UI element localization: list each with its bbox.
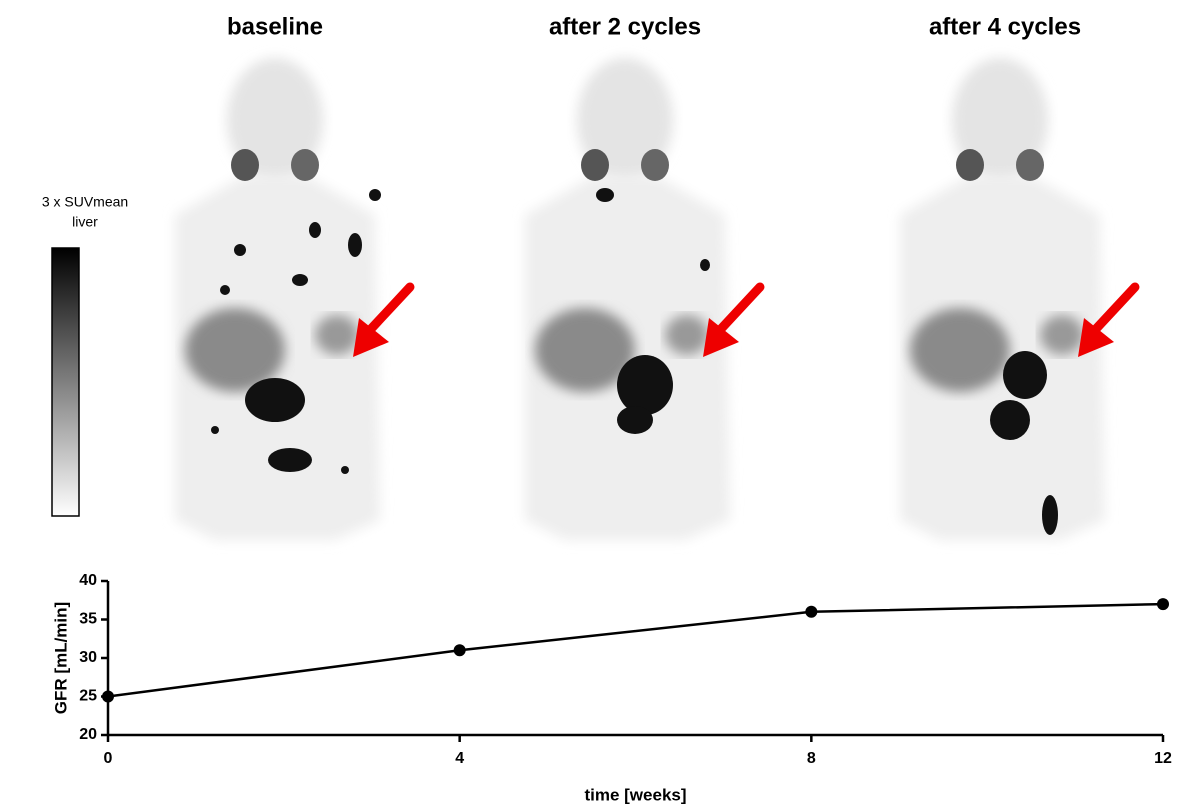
lesion [1042, 495, 1058, 535]
arrow-head [353, 318, 389, 357]
pet-images [175, 58, 1140, 540]
lesion [1003, 351, 1047, 399]
panel-title: after 4 cycles [929, 13, 1081, 40]
x-tick-label: 8 [807, 750, 816, 767]
lesion [341, 466, 349, 474]
lesion [234, 244, 246, 256]
x-tick-label: 4 [455, 750, 464, 767]
gland [1016, 149, 1044, 181]
arrow-shaft [1090, 282, 1140, 335]
liver [185, 308, 285, 392]
liver [910, 308, 1010, 392]
data-point [102, 690, 114, 703]
pet-image [175, 58, 415, 540]
gland [231, 149, 259, 181]
lesion [245, 378, 305, 422]
data-point [1157, 598, 1169, 611]
lesion [268, 448, 312, 472]
lesion [596, 188, 614, 202]
arrow-shaft [715, 282, 765, 335]
x-tick-label: 12 [1154, 750, 1172, 767]
gland [641, 149, 669, 181]
colorbar [51, 247, 80, 517]
y-tick-label: 20 [79, 726, 97, 743]
liver [535, 308, 635, 392]
y-tick-label: 40 [79, 572, 97, 589]
lesion [700, 259, 710, 271]
panel-title: after 2 cycles [549, 13, 701, 40]
pet-image [900, 58, 1140, 540]
lesion [348, 233, 362, 257]
y-axis-label: GFR [mL/min] [51, 602, 70, 714]
lesion [292, 274, 308, 286]
y-tick-label: 30 [79, 649, 97, 666]
y-tick-label: 25 [79, 688, 97, 705]
lesion [220, 285, 230, 295]
lesion [369, 189, 381, 201]
arrow-shaft [365, 282, 415, 335]
colorbar-label: 3 x SUVmean [42, 194, 128, 210]
lesion [617, 406, 653, 434]
arrow-head [703, 318, 739, 357]
spleen [315, 315, 359, 355]
data-point [453, 644, 466, 657]
pet-image [525, 58, 765, 540]
lesion [617, 355, 673, 415]
spleen [1040, 315, 1084, 355]
gland [956, 149, 984, 181]
lesion [211, 426, 219, 434]
arrow-head [1078, 318, 1114, 357]
x-tick-label: 0 [104, 750, 113, 767]
y-tick-label: 35 [79, 611, 97, 628]
x-axis-label: time [weeks] [584, 785, 686, 804]
colorbar-label: liver [72, 214, 98, 230]
panel-title: baseline [227, 13, 323, 40]
lesion [990, 400, 1030, 440]
line-chart: 20 25 30 35 40 0 4 8 12 time [weeks] GFR [mL/min] [51, 572, 1172, 804]
gland [581, 149, 609, 181]
spleen [665, 315, 709, 355]
gland [291, 149, 319, 181]
data-point [805, 605, 818, 618]
data-line [107, 602, 1164, 698]
lesion [309, 222, 321, 238]
